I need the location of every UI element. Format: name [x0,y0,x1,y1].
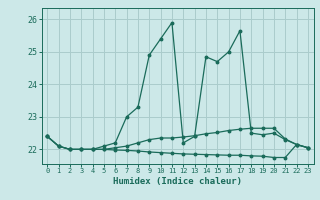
X-axis label: Humidex (Indice chaleur): Humidex (Indice chaleur) [113,177,242,186]
